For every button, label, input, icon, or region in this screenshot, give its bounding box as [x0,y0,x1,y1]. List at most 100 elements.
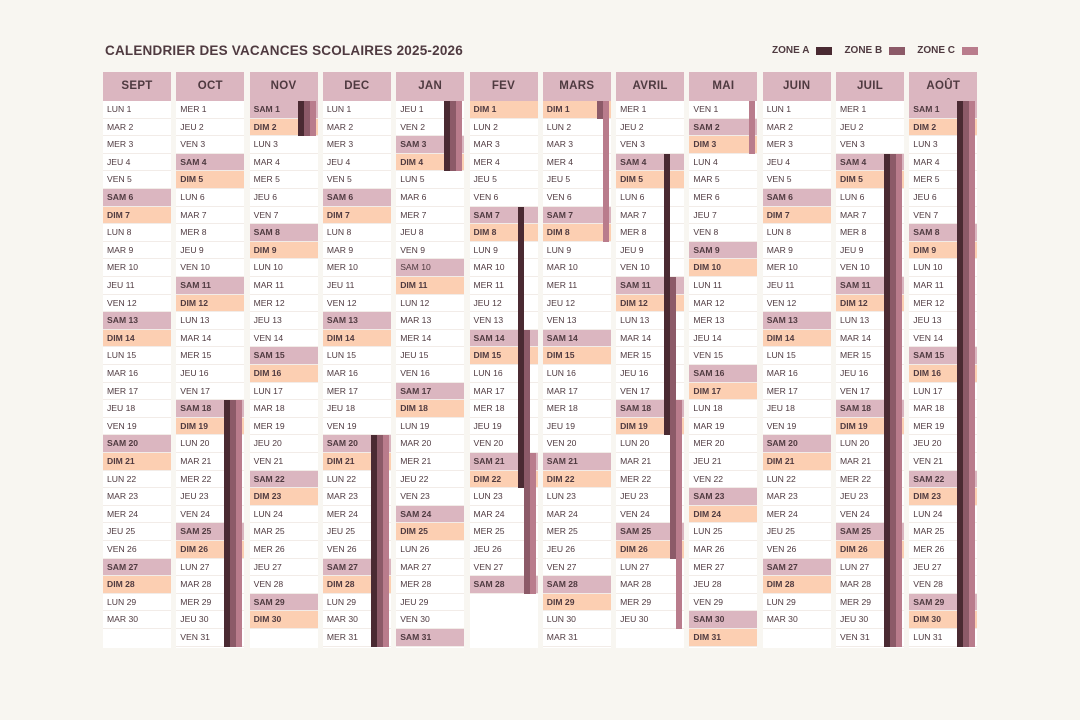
day-label: SAM 14 [473,332,505,343]
day-label: JEU 18 [766,403,795,414]
day-cell: LUN 6 [176,189,245,207]
day-label: DIM 19 [180,420,208,431]
day-cell: MAR 16 [762,365,831,383]
day-label: JEU 9 [840,244,864,255]
day-cell: MAR 7 [616,206,685,225]
day-cell: VEN 27 [542,558,611,577]
day-label: MER 1 [840,104,867,114]
day-label: MAR 4 [253,156,280,167]
day-label: DIM 29 [546,596,575,607]
day-cell: VEN 19 [322,417,391,436]
day-label: JEU 18 [107,403,136,414]
day-label: DIM 5 [180,174,204,185]
month-header: FEV [469,72,538,101]
day-cell: LUN 22 [762,470,831,489]
day-cell: MER 11 [542,277,611,295]
day-cell: VEN 7 [249,206,318,225]
day-cell: VEN 21 [249,453,318,471]
day-label: MER 29 [840,596,872,607]
day-label: DIM 26 [620,544,648,554]
day-label: DIM 21 [107,456,135,466]
month-column-mai: MAI VEN 1 SAM 2 DIM 3 LUN 4 MAR 5 MER 6 JEU 7 VE… [689,72,758,648]
day-label: LUN 4 [693,156,718,167]
day-label: SAM 22 [913,473,945,484]
day-label: MER 14 [400,332,432,343]
day-label: VEN 6 [546,192,572,202]
day-label: MER 5 [253,174,280,185]
day-cell: MER 13 [689,312,758,330]
day-cell: DIM 31 [689,629,758,647]
day-label: LUN 6 [180,192,205,202]
day-cell: LUN 29 [762,593,831,612]
day-cell: MER 1 [616,101,685,119]
day-cell: VEN 15 [689,347,758,365]
day-label: DIM 28 [766,579,795,590]
day-label: SAM 18 [620,403,652,414]
day-label: JEU 20 [913,438,942,449]
day-label: JEU 30 [620,614,649,625]
day-cell: DIM 12 [176,294,245,313]
day-label: DIM 19 [620,420,648,431]
vacation-bar-zone-b [523,329,530,594]
day-label: VEN 12 [107,297,137,308]
day-label: MER 8 [620,227,647,238]
day-cell: VEN 27 [469,558,538,577]
day-cell: VEN 8 [689,224,758,242]
vacation-bar-zone-a [224,400,231,647]
day-label: SAM 28 [473,579,505,590]
day-cell: SAM 20 [103,435,171,453]
day-cell: DIM 24 [689,505,758,524]
day-label: MER 19 [253,420,285,431]
month-column-oct: OCT MER 1 JEU 2 VEN 3 SAM 4 DIM 5 LUN 6 MAR 7 ME… [176,72,245,648]
day-label: LUN 18 [693,403,723,414]
day-label: VEN 6 [473,192,499,202]
day-cell: MER 8 [176,224,245,242]
day-label: SAM 2 [693,121,720,132]
day-label: SAM 4 [180,156,207,167]
day-label: SAM 21 [546,456,578,466]
day-label: MER 25 [473,526,505,537]
day-cell: LUN 4 [689,153,758,172]
day-label: MER 20 [693,438,725,449]
vacation-bar-zone-b [596,101,603,119]
vacation-bar-zone-a [370,435,377,647]
day-label: MER 22 [180,473,212,484]
vacation-bar-zone-b [890,153,896,647]
day-label: VEN 26 [326,544,357,554]
day-label: MAR 7 [180,209,207,220]
day-cell: SAM 2 [689,118,758,137]
day-label: VEN 30 [400,614,430,625]
day-label: LUN 12 [400,297,430,308]
day-label: MAR 16 [107,368,139,378]
month-column-dec: DEC LUN 1 MAR 2 MER 3 JEU 4 VEN 5 SAM 6 DIM 7 LU… [322,72,391,648]
day-cell: LUN 8 [103,224,171,242]
day-cell: SAM 6 [322,189,391,207]
day-label: SAM 15 [913,350,945,361]
day-label: VEN 17 [180,385,210,396]
vacation-bar-zone-b [670,277,677,559]
day-label: SAM 21 [473,456,505,466]
day-label: MER 8 [180,227,207,238]
day-label: VEN 9 [400,244,426,255]
day-label: MER 21 [400,456,432,466]
day-label: MAR 7 [620,209,647,220]
day-label: VEN 7 [253,209,279,220]
day-label: SAM 11 [620,280,651,290]
day-cell: JEU 21 [689,453,758,471]
day-cell: VEN 30 [396,611,465,629]
day-label: LUN 15 [326,350,357,361]
day-cell: SAM 11 [176,277,245,295]
day-label: SAM 28 [546,579,578,590]
day-cell: LUN 8 [322,224,391,242]
day-label: JEU 4 [326,156,351,167]
day-label: JEU 22 [400,473,429,484]
day-label: MAR 11 [913,280,944,290]
day-label: VEN 28 [253,579,284,590]
day-label: VEN 17 [620,385,650,396]
day-label: DIM 16 [253,368,282,378]
day-label: MAR 23 [766,491,798,502]
day-label: SAM 6 [107,192,134,202]
day-label: SAM 29 [253,596,285,607]
day-label: JEU 11 [766,280,795,290]
